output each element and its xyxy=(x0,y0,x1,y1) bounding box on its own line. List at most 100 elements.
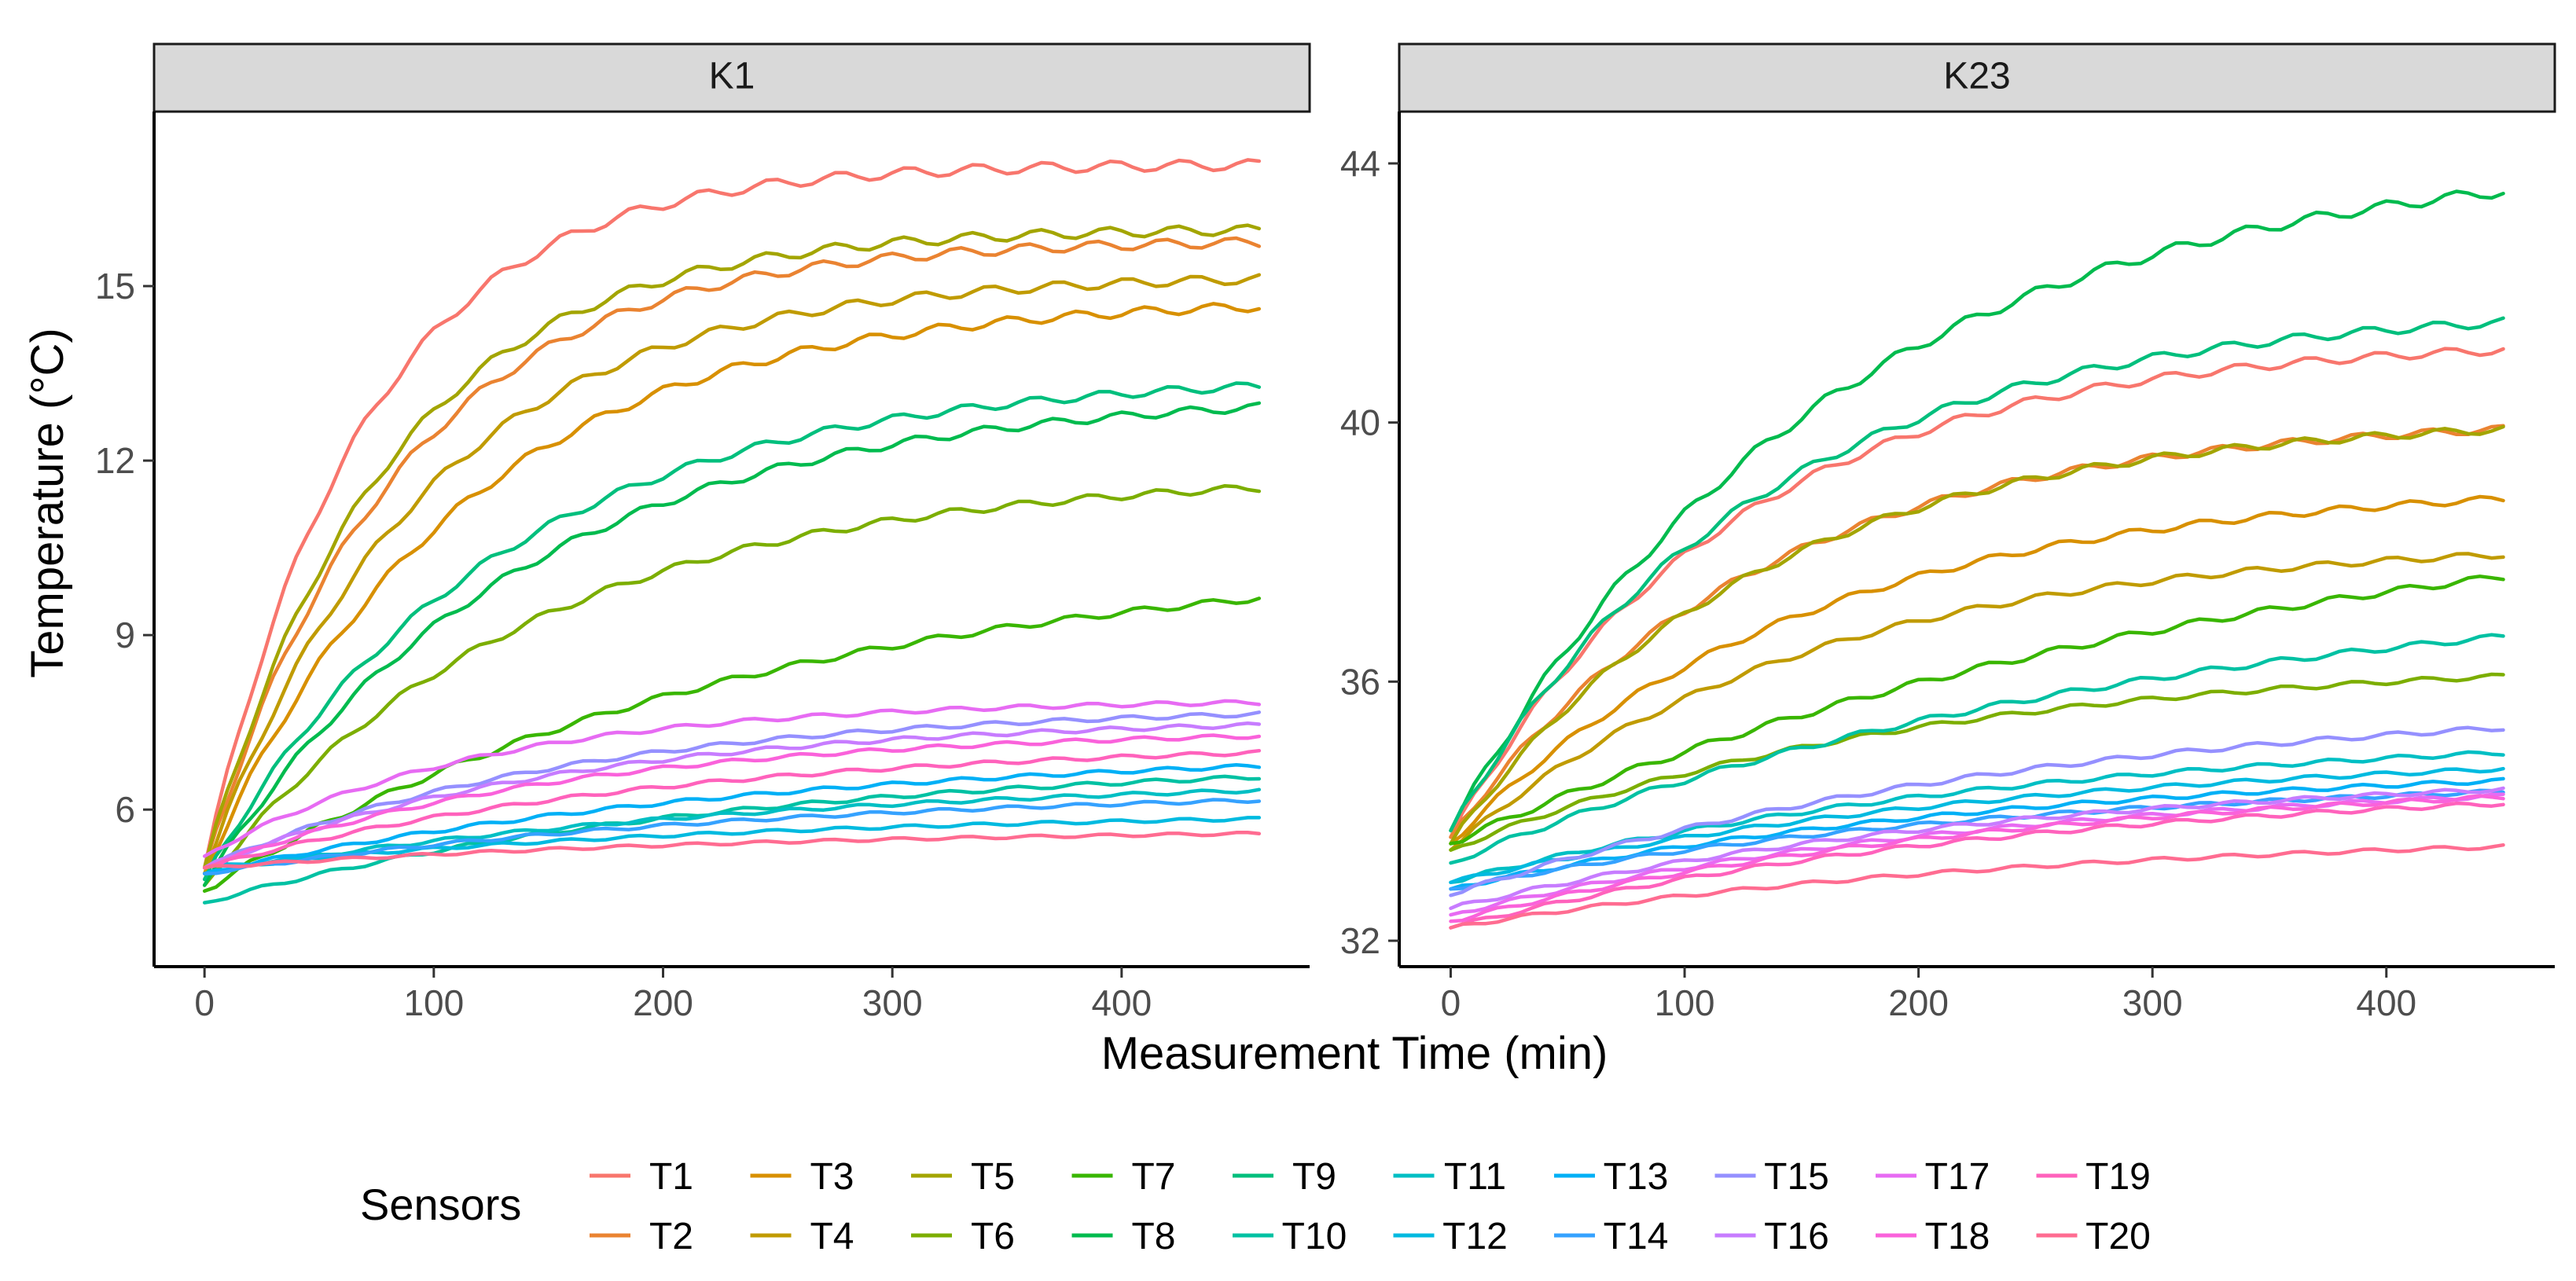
panel-k23: K23 0 100 200 300 400 32 36 40 44 xyxy=(1340,42,2556,1023)
series-line-k23-t7 xyxy=(1449,574,2505,846)
legend-item-t5: T5 xyxy=(911,1156,1015,1198)
legend-item-t13: T13 xyxy=(1554,1156,1668,1198)
y-tick-label: 36 xyxy=(1340,661,1380,702)
series-line-k1-t6 xyxy=(202,483,1262,887)
legend-item-t9: T9 xyxy=(1233,1156,1336,1198)
series-line-k23-t8 xyxy=(1449,189,2505,833)
x-tick-label: 100 xyxy=(1655,982,1715,1023)
legend-item-t4: T4 xyxy=(750,1216,854,1257)
series-line-k1-t9 xyxy=(202,381,1262,882)
x-tick-label: 0 xyxy=(194,982,215,1023)
x-tick-label: 0 xyxy=(1441,982,1461,1023)
y-tick-label: 12 xyxy=(95,440,135,481)
series-line-k23-t4 xyxy=(1449,552,2505,852)
series-line-k1-t1 xyxy=(202,158,1262,870)
y-tick-label: 6 xyxy=(115,789,135,830)
x-tick-label: 100 xyxy=(403,982,464,1023)
strip-k1 xyxy=(153,42,1311,113)
series-line-k23-t3 xyxy=(1449,494,2505,846)
legend-label: T9 xyxy=(1292,1156,1336,1198)
legend-item-t2: T2 xyxy=(590,1216,693,1257)
series-line-k23-t9 xyxy=(1449,316,2505,833)
legend-item-t6: T6 xyxy=(911,1216,1015,1257)
series-line-k1-t18 xyxy=(202,733,1262,870)
series-line-k1-t13 xyxy=(202,763,1262,875)
legend-label: T14 xyxy=(1604,1216,1669,1257)
legend-item-t19: T19 xyxy=(2036,1156,2151,1198)
legend-label: T19 xyxy=(2085,1156,2151,1198)
legend-items: T1 T2 T3 T4 T5 T6 T7 T8 T9 T10 T11 T12 T13 T14 T15 T16 T… xyxy=(590,1156,2151,1257)
legend-label: T12 xyxy=(1442,1216,1508,1257)
y-tick-label: 40 xyxy=(1340,402,1380,443)
legend-item-t11: T11 xyxy=(1393,1156,1506,1198)
legend-label: T20 xyxy=(2085,1216,2151,1257)
legend-item-t1: T1 xyxy=(590,1156,693,1198)
strip-title-k23: K23 xyxy=(1943,56,2010,97)
legend-item-t8: T8 xyxy=(1071,1216,1176,1257)
legend-label: T8 xyxy=(1131,1216,1175,1257)
legend-label: T18 xyxy=(1925,1216,1990,1257)
legend-item-t3: T3 xyxy=(750,1156,854,1198)
y-tick-label: 9 xyxy=(115,615,135,655)
legend-label: T2 xyxy=(649,1216,693,1257)
plot-area-k23 xyxy=(1449,189,2505,930)
legend: Sensors T1T2T3T4T5T6T7T8T9T10T11T12T13T1… xyxy=(360,1156,2151,1257)
legend-label: T15 xyxy=(1764,1156,1829,1198)
series-line-k23-t15 xyxy=(1449,725,2505,897)
panel-k1: K1 0 100 200 300 400 6 9 12 15 xyxy=(95,42,1311,1023)
plot-area-k1 xyxy=(202,158,1262,905)
series-line-k1-t19 xyxy=(202,748,1262,870)
legend-label: T6 xyxy=(971,1216,1015,1257)
x-tick-label: 300 xyxy=(2122,982,2183,1023)
series-line-k23-t12 xyxy=(1449,766,2505,885)
x-tick-label: 200 xyxy=(1888,982,1949,1023)
series-line-k23-t10 xyxy=(1449,633,2505,865)
y-axis-title: Temperature (°C) xyxy=(22,328,73,677)
series-line-k1-t5 xyxy=(202,223,1262,870)
series-line-k1-t2 xyxy=(202,236,1262,870)
series-line-k1-t7 xyxy=(202,596,1262,894)
legend-label: T1 xyxy=(649,1156,693,1198)
strip-k23 xyxy=(1398,42,2556,113)
x-axis-title: Measurement Time (min) xyxy=(1101,1028,1608,1079)
legend-item-t10: T10 xyxy=(1233,1216,1347,1257)
x-tick-label: 400 xyxy=(2356,982,2416,1023)
x-tick-label: 400 xyxy=(1091,982,1152,1023)
legend-label: T5 xyxy=(971,1156,1015,1198)
series-line-k23-t18 xyxy=(1449,794,2505,923)
legend-title: Sensors xyxy=(360,1180,521,1229)
series-line-k1-t20 xyxy=(202,831,1262,870)
legend-label: T7 xyxy=(1131,1156,1175,1198)
series-line-k23-t19 xyxy=(1449,801,2505,930)
ticks-k1: 0 100 200 300 400 6 9 12 15 xyxy=(95,266,1152,1023)
x-tick-label: 200 xyxy=(633,982,693,1023)
y-tick-label: 44 xyxy=(1340,143,1380,184)
legend-label: T4 xyxy=(810,1216,854,1257)
series-line-k1-t12 xyxy=(202,816,1262,870)
ticks-k23: 0 100 200 300 400 32 36 40 44 xyxy=(1340,143,2416,1023)
series-line-k1-t4 xyxy=(202,273,1262,875)
legend-item-t7: T7 xyxy=(1071,1156,1176,1198)
series-line-k1-t3 xyxy=(202,302,1262,875)
series-line-k1-t17 xyxy=(202,699,1262,858)
series-line-k1-t8 xyxy=(202,401,1262,887)
series-line-k23-t16 xyxy=(1449,786,2505,911)
y-tick-label: 15 xyxy=(95,266,135,306)
legend-item-t17: T17 xyxy=(1876,1156,1990,1198)
legend-item-t18: T18 xyxy=(1876,1216,1990,1257)
legend-item-t16: T16 xyxy=(1714,1216,1829,1257)
series-line-k23-t6 xyxy=(1449,672,2505,852)
series-line-k23-t5 xyxy=(1449,424,2505,846)
series-line-k1-t10 xyxy=(202,774,1262,905)
legend-item-t20: T20 xyxy=(2036,1216,2151,1257)
legend-label: T11 xyxy=(1444,1156,1506,1198)
series-line-k1-t15 xyxy=(202,710,1262,870)
series-line-k1-t14 xyxy=(202,798,1262,875)
legend-item-t12: T12 xyxy=(1393,1216,1508,1257)
legend-label: T17 xyxy=(1925,1156,1990,1198)
strip-title-k1: K1 xyxy=(709,56,755,97)
legend-item-t14: T14 xyxy=(1554,1216,1668,1257)
legend-label: T13 xyxy=(1604,1156,1669,1198)
x-tick-label: 300 xyxy=(862,982,923,1023)
